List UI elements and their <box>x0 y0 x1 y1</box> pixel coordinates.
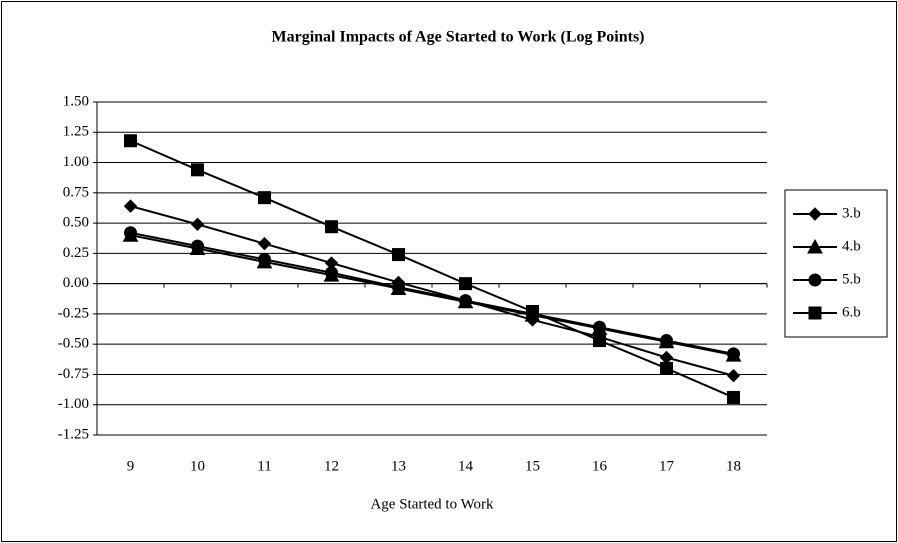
legend-label: 5.b <box>842 271 861 287</box>
legend-label: 4.b <box>842 238 861 254</box>
marker <box>123 199 138 213</box>
x-tick-label: 9 <box>127 458 135 474</box>
y-tick-label: 1.25 <box>63 124 89 140</box>
marker <box>808 306 822 320</box>
marker <box>257 236 272 251</box>
legend-box <box>784 189 888 338</box>
legend-label: 6.b <box>842 304 861 320</box>
x-tick-label: 17 <box>659 458 675 474</box>
x-tick-label: 13 <box>391 458 406 474</box>
marker <box>808 207 822 221</box>
marker <box>660 361 673 375</box>
series-line <box>130 234 734 357</box>
y-tick-label: 0.75 <box>63 184 89 200</box>
y-tick-label: 0.25 <box>63 245 89 261</box>
marker <box>124 134 137 148</box>
x-axis-label: Age Started to Work <box>370 496 494 512</box>
marker <box>392 248 405 262</box>
y-tick-label: 1.00 <box>63 154 89 170</box>
marker <box>808 273 822 287</box>
x-tick-label: 15 <box>525 458 540 474</box>
marker <box>325 220 338 234</box>
y-tick-label: -1.00 <box>58 396 89 412</box>
y-tick-label: 0.50 <box>63 215 89 231</box>
marker <box>807 238 823 254</box>
series-line <box>130 205 734 377</box>
marker <box>124 226 137 240</box>
chart-title: Marginal Impacts of Age Started to Work … <box>271 29 644 46</box>
series-line <box>130 231 734 355</box>
marker <box>593 334 606 348</box>
marker <box>191 163 204 177</box>
x-tick-label: 14 <box>458 458 474 474</box>
marker <box>258 191 271 205</box>
marker <box>727 390 740 404</box>
marker <box>258 252 271 266</box>
x-tick-label: 16 <box>592 458 608 474</box>
marker <box>392 280 405 294</box>
marker <box>459 277 472 291</box>
marker <box>593 320 606 334</box>
marker <box>526 304 539 318</box>
y-tick-label: 1.50 <box>63 93 89 109</box>
marker <box>190 217 205 232</box>
series-line <box>130 139 734 399</box>
y-tick-label: 0.00 <box>63 275 89 291</box>
marker <box>325 266 338 280</box>
x-tick-label: 12 <box>324 458 339 474</box>
x-tick-label: 11 <box>257 458 271 474</box>
marker <box>726 368 741 383</box>
x-tick-label: 18 <box>726 458 741 474</box>
legend-label: 3.b <box>842 205 861 221</box>
marker <box>459 294 472 308</box>
marker <box>660 334 673 348</box>
y-tick-label: -0.50 <box>58 336 89 352</box>
y-tick-label: -0.25 <box>58 305 89 321</box>
x-tick-label: 10 <box>190 458 205 474</box>
y-tick-label: -1.25 <box>58 426 89 442</box>
marker <box>727 347 740 361</box>
marker <box>191 239 204 253</box>
y-tick-label: -0.75 <box>58 366 89 382</box>
